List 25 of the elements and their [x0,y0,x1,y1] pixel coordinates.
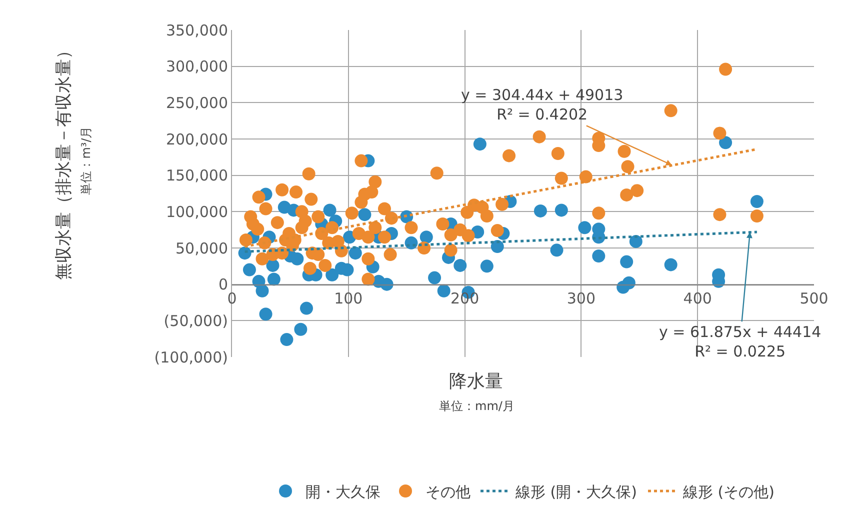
y-tick-label: 100,000 [166,202,228,221]
y-tick-label: 350,000 [166,21,228,40]
text: 単位：m³/月 [79,126,94,195]
y-axis-title: 無収水量（排水量－有収水量） [54,42,74,280]
x-tick-label: 200 [450,289,480,308]
x-tick-label: 400 [683,289,712,308]
y-tick-label: 250,000 [166,94,228,112]
y-tick-label: 300,000 [166,58,228,76]
annotation: y = 61.875x + 44414 R² = 0.0225 [659,323,822,360]
x-axis-title: 降水量 [449,371,503,392]
legend-label: 線形 (開・大久保) [514,482,637,501]
legend-label: 線形 (その他) [682,482,774,501]
legend-label: 開・大久保 [306,482,380,501]
text: 単位：mm/月 [439,399,514,413]
y-tick-label: 50,000 [176,239,228,258]
y-tick-label: (100,000) [154,348,228,366]
x-tick-label: 100 [334,289,363,308]
x-tick-label: 300 [566,289,596,308]
y-tick-label: (50,000) [164,312,228,330]
annotation: y = 304.44x + 49013 R² = 0.4202 [461,86,624,124]
y-tick-label: 200,000 [166,130,228,148]
y-tick-label: 0 [218,276,228,294]
legend-label: その他 [426,482,470,501]
x-tick-label: 500 [800,289,828,308]
y-tick-label: 150,000 [166,166,228,185]
